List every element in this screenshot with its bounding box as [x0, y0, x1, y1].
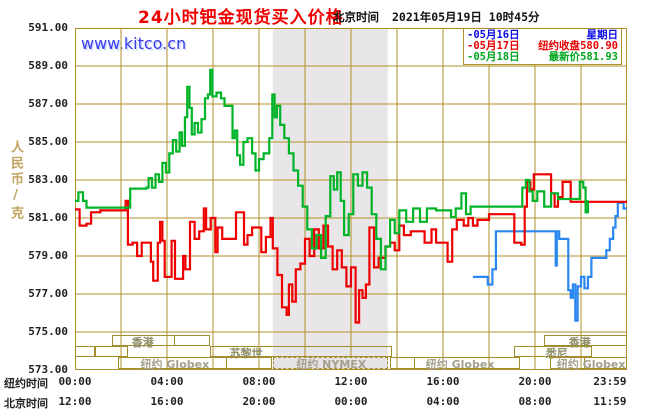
page-title: 24小时钯金现货买入价格 [138, 8, 344, 28]
chart-area: 香港 香港 苏黎世 悉尼 纽约 Globex 纽约 NYMEX 纽约 Globex 纽约 Gl… [75, 28, 627, 371]
plot-frame [75, 28, 627, 370]
legend-box: -05月16日 星期日 -05月17日 纽约收盘580.90 -05月18日 最… [463, 28, 622, 65]
session-box-香港: 香港 [111, 335, 210, 349]
y-tick-label: 577.00 [28, 287, 68, 300]
x-tick-label: 20:00 [242, 395, 276, 408]
session-label: 纽约 Globex [425, 358, 495, 371]
y-tick-label: 589.00 [28, 59, 68, 72]
x-tick-label: 11:59 [593, 395, 627, 408]
x-tick-label: 23:59 [593, 375, 627, 388]
legend-row-0516: -05月16日 星期日 [467, 29, 618, 41]
session-box-苏黎世: 苏黎世 [210, 346, 393, 360]
legend-row-0517: -05月17日 纽约收盘580.90 [467, 40, 618, 52]
session-box-纽约 Globex: 纽约 Globex [549, 357, 627, 371]
session-label: 香港 [568, 336, 591, 349]
legend-row-0518: -05月18日 最新价581.93 [467, 51, 618, 63]
x-tick-label: 16:00 [150, 395, 184, 408]
y-tick-label: 573.00 [28, 363, 68, 376]
x-tick-label: 08:00 [242, 375, 276, 388]
x-tick-label: 16:00 [426, 375, 460, 388]
y-tick-label: 587.00 [28, 97, 68, 110]
session-box-纽约 NYMEX: 纽约 NYMEX [272, 357, 388, 371]
beijing-clock: 北京时间 2021年05月19日 10时45分 [333, 9, 540, 25]
y-tick-label: 583.00 [28, 173, 68, 186]
x-tick-label: 00:00 [334, 395, 368, 408]
session-box [75, 346, 95, 357]
session-label: 悉尼 [545, 347, 568, 360]
x-tick-label: 12:00 [334, 375, 368, 388]
y-tick-label: 581.00 [28, 211, 68, 224]
kitco-watermark: www.kitco.cn [81, 34, 187, 53]
session-box-纽约 Globex: 纽约 Globex [390, 357, 521, 371]
x-tick-label: 08:00 [518, 395, 552, 408]
session-label: 纽约 Globex [556, 358, 626, 371]
session-box [95, 346, 128, 357]
session-label: 苏黎世 [229, 347, 263, 360]
bj-axis-label: 北京时间 [4, 397, 48, 410]
x-tick-label: 12:00 [58, 395, 92, 408]
price-line-05月18日 [75, 68, 589, 271]
clock-value: 2021年05月19日 10时45分 [392, 10, 540, 24]
price-line-05月16日 [472, 201, 627, 322]
x-tick-label: 00:00 [58, 375, 92, 388]
price-line-05月17日 [75, 173, 627, 324]
ny-axis-label: 纽约时间 [4, 377, 48, 390]
session-label: 纽约 NYMEX [296, 358, 367, 371]
session-label: 香港 [131, 336, 154, 349]
session-box-悉尼: 悉尼 [514, 346, 593, 360]
x-tick-label: 20:00 [518, 375, 552, 388]
session-label: 纽约 Globex [140, 358, 210, 371]
ny-time-axis: 纽约时间 00:00 04:00 08:00 12:00 16:00 20:00 23:59 [0, 375, 647, 390]
y-tick-label: 575.00 [28, 325, 68, 338]
chart-svg [75, 28, 627, 370]
y-tick-label: 585.00 [28, 135, 68, 148]
x-tick-label: 04:00 [426, 395, 460, 408]
session-box-纽约 Globex: 纽约 Globex [118, 357, 273, 371]
market-sessions: 香港 香港 苏黎世 悉尼 纽约 Globex 纽约 NYMEX 纽约 Globex 纽约 Gl… [75, 28, 627, 371]
y-tick-label: 579.00 [28, 249, 68, 262]
y-axis-unit: 人民币/克 [8, 140, 23, 222]
bj-time-axis: 北京时间 12:00 16:00 20:00 00:00 04:00 08:00 11:59 [0, 395, 647, 410]
y-tick-label: 591.00 [28, 21, 68, 34]
clock-label: 北京时间 [333, 10, 379, 24]
session-box-香港: 香港 [544, 335, 627, 349]
x-tick-label: 04:00 [150, 375, 184, 388]
